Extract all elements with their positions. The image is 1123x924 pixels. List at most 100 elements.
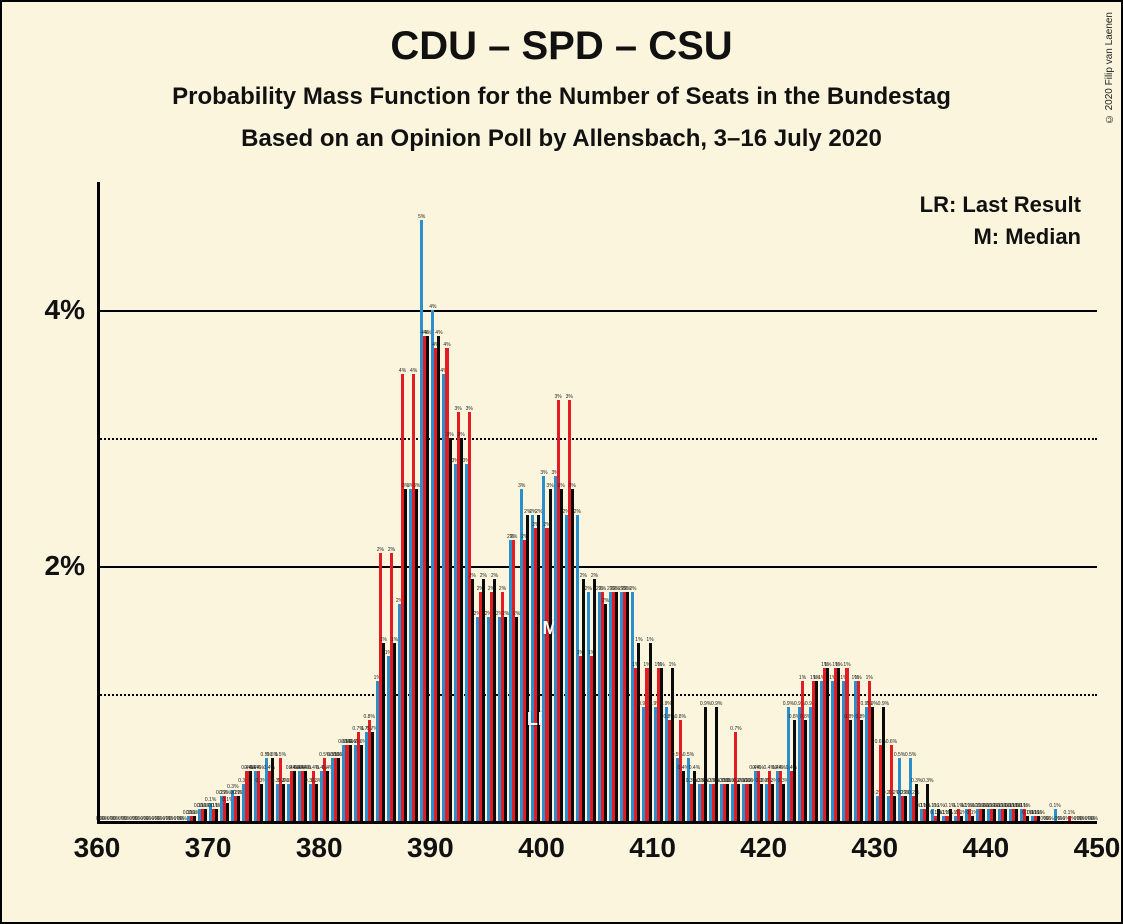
bar-black: 1%	[671, 668, 674, 822]
bar-value-label: 2%	[480, 573, 487, 579]
bar-value-label: 0.3%	[305, 778, 316, 784]
bar-blue: 2%	[531, 515, 534, 822]
bar-blue: 2%	[587, 592, 590, 822]
bar-value-label: 0.1%	[964, 803, 975, 809]
bar-value-label: 0.6%	[341, 739, 352, 745]
bars-layer: 0%0%0%0%0%0%0%0%0%0%0%0%0%0%0%0%0%0%0%0%…	[97, 182, 1097, 822]
bar-value-label: 2%	[591, 573, 598, 579]
bar-value-label: 0.9%	[783, 701, 794, 707]
bar-value-label: 0.1%	[211, 803, 222, 809]
bar-black: 0.5%	[271, 758, 274, 822]
bar-value-label: 2%	[610, 586, 617, 592]
bar-value-label: 0.3%	[738, 778, 749, 784]
bar-value-label: 0.6%	[344, 739, 355, 745]
bar-red: 2%	[512, 540, 515, 822]
bar-red: 0.2%	[912, 796, 915, 822]
bar-value-label: 0.1%	[919, 803, 930, 809]
bar-value-label: 2%	[535, 509, 542, 515]
bar-black: 2%	[593, 579, 596, 822]
bar-black: 0.4%	[682, 771, 685, 822]
bar-value-label: 0.6%	[875, 739, 886, 745]
bar-value-label: 0.5%	[672, 752, 683, 758]
bar-value-label: 0.4%	[316, 765, 327, 771]
bar-red: 1%	[657, 668, 660, 822]
bar-black: 0.5%	[337, 758, 340, 822]
bar-black: 0.4%	[304, 771, 307, 822]
gridline-minor	[97, 438, 1097, 440]
bar-value-label: 0.1%	[1049, 803, 1060, 809]
bar-value-label: 3%	[518, 483, 525, 489]
bar-value-label: 4%	[410, 368, 417, 374]
bar-black: 4%	[426, 336, 429, 822]
bar-value-label: 0.6%	[349, 739, 360, 745]
bar-value-label: 0.8%	[675, 714, 686, 720]
bar-black: 1%	[660, 668, 663, 822]
bar-value-label: 2%	[491, 573, 498, 579]
bar-value-label: 1%	[799, 675, 806, 681]
x-tick-label: 450	[1074, 832, 1121, 864]
bar-blue: 2%	[476, 617, 479, 822]
bar-value-label: 0.5%	[267, 752, 278, 758]
bar-black: 0.9%	[715, 707, 718, 822]
bar-value-label: 0.8%	[855, 714, 866, 720]
bar-value-label: 1%	[832, 662, 839, 668]
bar-red: 1%	[812, 681, 815, 822]
bar-red: 3%	[468, 412, 471, 822]
bar-blue: 2%	[498, 617, 501, 822]
bar-value-label: 0.1%	[1019, 803, 1030, 809]
bar-value-label: 0.4%	[241, 765, 252, 771]
bar-black: 2%	[626, 592, 629, 822]
bar-red: 0.4%	[257, 771, 260, 822]
bar-red: 4%	[401, 374, 404, 822]
bar-value-label: 0.1%	[1030, 810, 1041, 816]
bar-blue: 0.5%	[687, 758, 690, 822]
bar-blue: 0.4%	[298, 771, 301, 822]
bar-black: 0.8%	[849, 720, 852, 822]
bar-black: 0.9%	[871, 707, 874, 822]
bar-value-label: 2%	[596, 586, 603, 592]
bar-red: 2%	[501, 592, 504, 822]
bar-value-label: 3%	[554, 394, 561, 400]
x-tick-label: 370	[185, 832, 232, 864]
bar-black: 1%	[826, 668, 829, 822]
bar-value-label: 0.3%	[708, 778, 719, 784]
bar-value-label: 0.1%	[989, 803, 1000, 809]
bar-value-label: 1%	[840, 675, 847, 681]
bar-value-label: 0.2%	[216, 790, 227, 796]
bar-value-label: 0.3%	[283, 778, 294, 784]
bar-value-label: 1%	[818, 675, 825, 681]
bar-value-label: 0.3%	[911, 778, 922, 784]
bar-red: 1%	[634, 668, 637, 822]
bar-value-label: 1%	[854, 675, 861, 681]
bar-black: 2%	[482, 579, 485, 822]
bar-value-label: 1%	[643, 662, 650, 668]
bar-value-label: 0.1%	[972, 803, 983, 809]
bar-value-label: 0.2%	[883, 790, 894, 796]
bar-value-label: 0.6%	[355, 739, 366, 745]
bar-red: 2%	[612, 592, 615, 822]
bar-value-label: 0.3%	[311, 778, 322, 784]
bar-red: 0.2%	[234, 796, 237, 822]
bar-value-label: 2%	[585, 586, 592, 592]
bar-blue: 0.1%	[209, 803, 212, 822]
bar-blue: 0.3%	[765, 784, 768, 822]
bar-value-label: 0.3%	[255, 778, 266, 784]
bar-value-label: 3%	[413, 483, 420, 489]
bar-black: 0.8%	[860, 720, 863, 822]
bar-red: 1%	[801, 681, 804, 822]
bar-blue: 3%	[520, 489, 523, 822]
bar-black: 3%	[460, 438, 463, 822]
bar-value-label: 1%	[588, 650, 595, 656]
bar-value-label: 0.1%	[975, 803, 986, 809]
bar-black: 0.3%	[315, 784, 318, 822]
bar-value-label: 2%	[532, 522, 539, 528]
bar-blue: 2%	[620, 592, 623, 822]
bar-red: 0.4%	[245, 771, 248, 822]
bar-red: 0.7%	[734, 732, 737, 822]
bar-value-label: 0.1%	[983, 803, 994, 809]
bar-blue: 0.5%	[676, 758, 679, 822]
bar-blue: 3%	[465, 464, 468, 822]
bar-value-label: 0.9%	[649, 701, 660, 707]
bar-value-label: 0.2%	[889, 790, 900, 796]
bar-blue: 2%	[576, 515, 579, 822]
